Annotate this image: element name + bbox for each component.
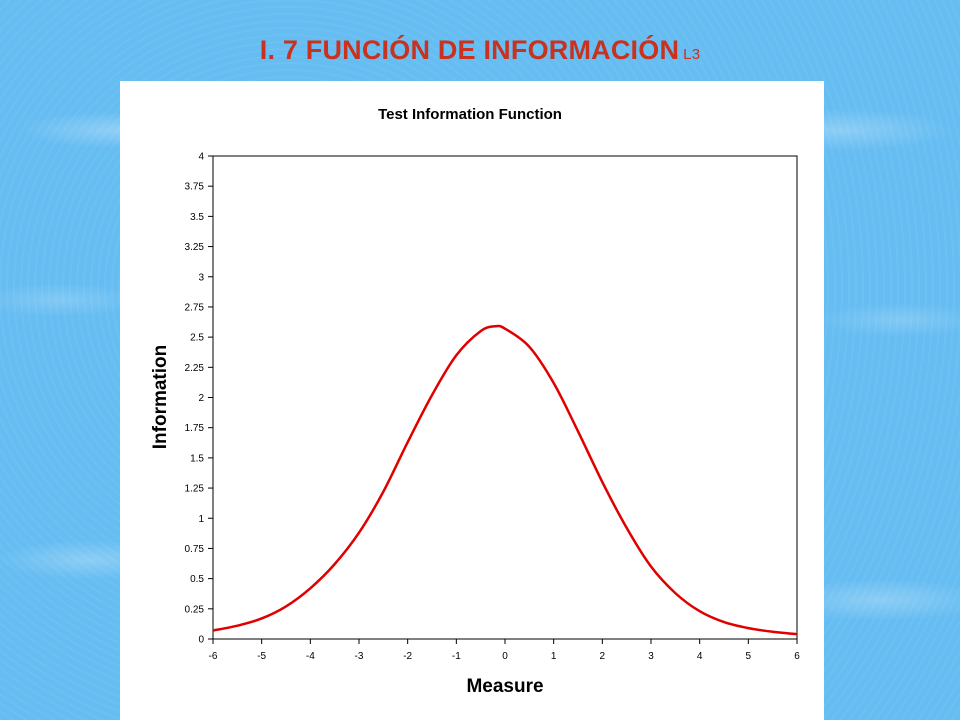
y-tick-label: 3.75	[185, 182, 205, 193]
y-tick-label: 1	[198, 514, 204, 525]
x-tick-label: -2	[403, 651, 412, 662]
y-tick-label: 3.25	[185, 242, 205, 253]
y-tick-label: 1.25	[185, 484, 205, 495]
x-tick-label: -6	[209, 651, 218, 662]
test-information-chart: Test Information Function 0 0.25 0.5 0.75 1 1…	[150, 106, 800, 697]
slide-title-text: I. 7 FUNCIÓN DE INFORMACIÓN	[259, 35, 680, 65]
x-axis-ticks: -6 -5 -4 -3 -2 -1 0 1 2 3 4 5 6	[209, 639, 800, 662]
slide-title-suffix: L3	[683, 46, 701, 63]
y-tick-label: 0	[198, 635, 204, 646]
y-tick-label: 2.5	[190, 333, 204, 344]
x-tick-label: -3	[355, 651, 364, 662]
plot-frame	[212, 155, 798, 640]
y-tick-label: 3	[198, 272, 204, 283]
chart-panel: Test Information Function 0 0.25 0.5 0.75 1 1…	[120, 81, 824, 720]
y-tick-label: 4	[198, 152, 204, 163]
x-tick-label: 3	[648, 651, 654, 662]
y-tick-label: 0.25	[185, 604, 205, 615]
x-tick-label: -1	[452, 651, 461, 662]
y-tick-label: 0.75	[185, 544, 205, 555]
y-tick-label: 2.75	[185, 302, 205, 313]
slide-title: I. 7 FUNCIÓN DE INFORMACIÓN L3	[0, 32, 960, 73]
y-tick-label: 0.5	[190, 574, 204, 585]
series-line	[212, 324, 798, 636]
x-tick-label: 2	[600, 651, 606, 662]
y-tick-label: 1.5	[190, 453, 204, 464]
x-tick-label: 6	[794, 651, 800, 662]
y-axis-ticks: 0 0.25 0.5 0.75 1 1.25 1.5 1.75 2 2.25 2.5 2.75 3 3.2…	[185, 152, 213, 646]
chart-title: Test Information Function	[378, 106, 562, 123]
x-tick-label: -4	[306, 651, 315, 662]
x-tick-label: 1	[551, 651, 557, 662]
y-tick-label: 3.5	[190, 212, 204, 223]
y-tick-label: 1.75	[185, 423, 205, 434]
x-tick-label: -5	[257, 651, 266, 662]
x-tick-label: 5	[746, 651, 752, 662]
y-tick-label: 2.25	[185, 363, 205, 374]
y-tick-label: 2	[198, 393, 204, 404]
x-axis-label: Measure	[466, 676, 543, 697]
y-axis-label: Information	[150, 345, 171, 450]
x-tick-label: 4	[697, 651, 703, 662]
x-tick-label: 0	[502, 651, 508, 662]
